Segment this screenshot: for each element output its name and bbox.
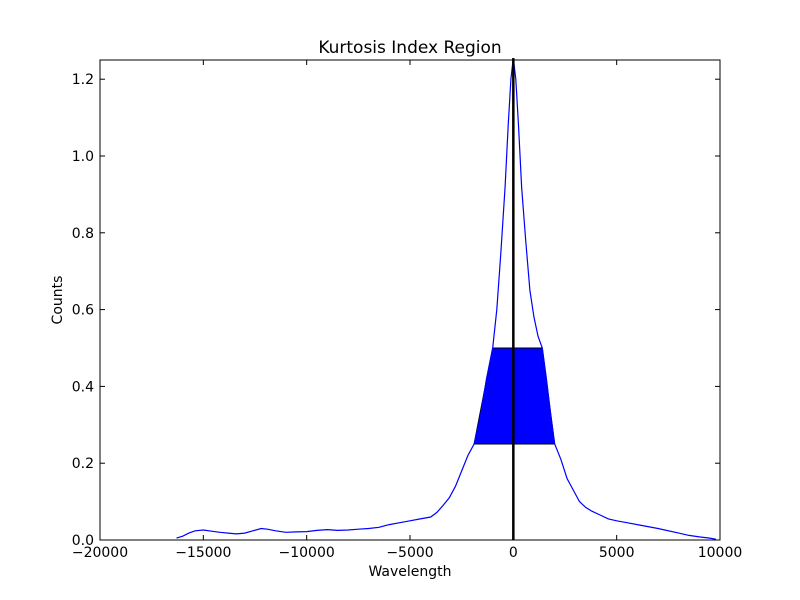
y-tick-label: 0.8 [72,226,94,242]
axis-ticks: −20000 −15000 −10000 −5000 0 5000 10000 0.0 0.2 0… [72,60,743,561]
x-axis-label: Wavelength [368,564,451,580]
x-tick-label: −10000 [279,545,335,561]
x-tick-label: −5000 [386,545,433,561]
y-tick-label: 0.0 [72,533,94,549]
x-tick-label: −20000 [72,545,128,561]
y-tick-label: 1.2 [72,72,94,88]
x-tick-label: 0 [509,545,518,561]
y-tick-label: 1.0 [72,149,94,165]
x-tick-label: −15000 [175,545,231,561]
plot-area [176,58,717,540]
x-tick-label: 10000 [698,545,743,561]
y-tick-label: 0.2 [72,456,94,472]
y-axis-label: Counts [50,276,66,325]
chart-title: Kurtosis Index Region [318,38,501,58]
y-tick-label: 0.4 [72,379,94,395]
x-tick-label: 5000 [599,545,635,561]
y-tick-label: 0.6 [72,303,94,319]
series-line-0 [176,58,717,540]
